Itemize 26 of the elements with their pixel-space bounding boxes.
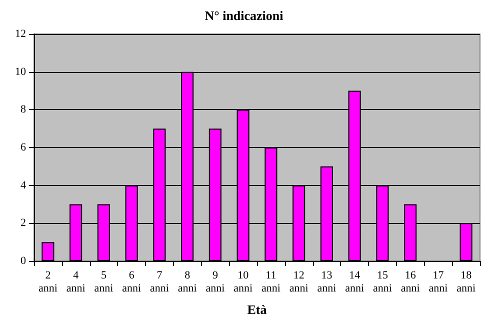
x-tick-label: 16 anni — [400, 270, 420, 294]
x-tick-label: 12 anni — [289, 270, 308, 294]
x-tick-label: 17 anni — [428, 270, 448, 294]
chart-title: N° indicazioni — [204, 8, 284, 23]
x-tick-label: 11 anni — [261, 270, 280, 294]
y-tick-label: 6 — [20, 142, 26, 154]
x-tick-label: 5 anni — [94, 270, 114, 294]
y-tick-label: 4 — [20, 179, 26, 192]
x-tick-label: 9 anni — [206, 270, 225, 294]
x-tick-label: 7 anni — [150, 270, 169, 294]
x-tick-label: 6 anni — [122, 270, 142, 294]
x-tick-label: 10 anni — [234, 270, 253, 294]
x-tick-label: 2 anni — [38, 270, 58, 294]
x-tick-label: 15 anni — [372, 270, 392, 294]
y-tick-label: 12 — [15, 28, 26, 40]
x-tick-label: 13 anni — [317, 270, 336, 294]
y-tick-label: 0 — [20, 255, 26, 267]
x-tick-label: 4 anni — [66, 270, 86, 294]
x-tick-label: 14 anni — [345, 270, 364, 294]
x-tick-label: 8 anni — [178, 270, 197, 294]
y-tick-label: 10 — [15, 66, 26, 78]
y-tick-label: 8 — [20, 104, 26, 116]
bar — [42, 242, 54, 261]
x-tick-label: 18 anni — [456, 270, 476, 294]
y-tick-label: 2 — [20, 217, 26, 230]
x-axis-title: Età — [247, 302, 268, 317]
